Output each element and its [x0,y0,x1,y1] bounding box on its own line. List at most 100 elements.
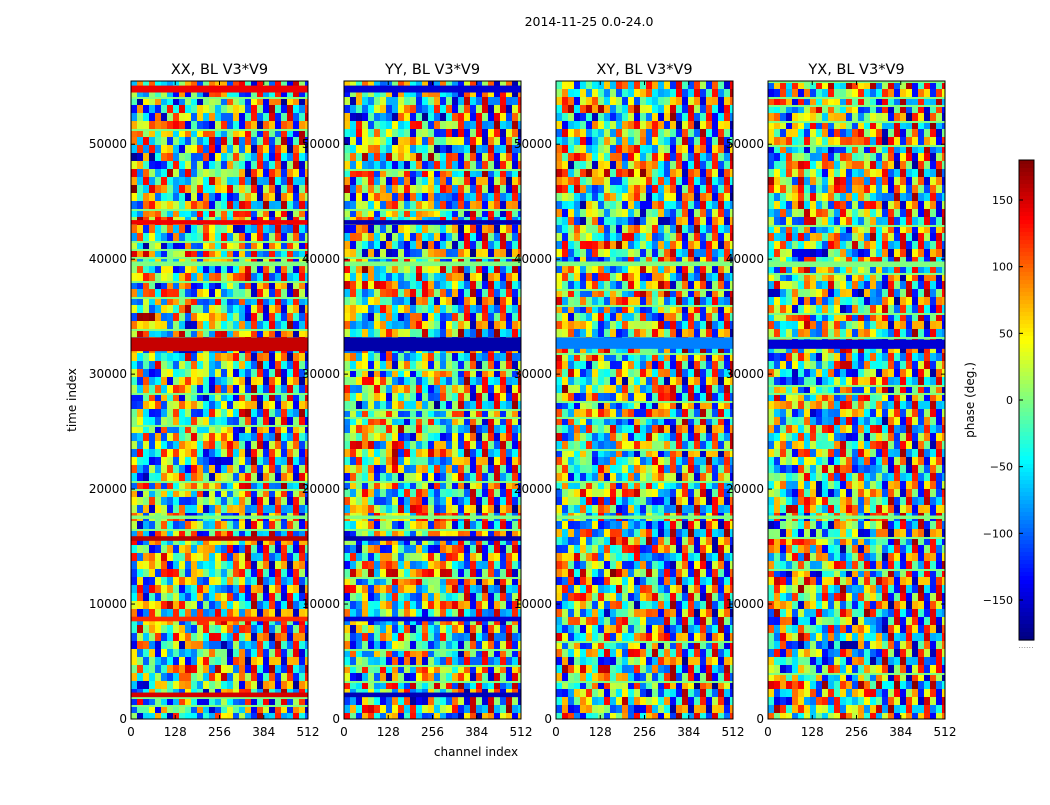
colorbar-footer: ...... [1018,641,1033,650]
colorbar-segment [1019,484,1034,489]
colorbar-segment [1019,612,1034,617]
flagged-band [131,220,308,225]
panel-title: XY, BL V3*V9 [596,62,692,78]
y-tick-label: 20000 [89,482,127,496]
y-tick-label: 40000 [514,252,552,266]
colorbar-segment [1019,328,1034,333]
flagged-band [768,340,945,349]
x-tick-label: 512 [510,725,533,739]
flagged-band [344,536,521,541]
colorbar-segment [1019,228,1034,233]
x-tick-label: 128 [589,725,612,739]
x-tick-label: 384 [889,725,912,739]
colorbar-segment [1019,212,1034,217]
y-tick-label: 20000 [302,482,340,496]
x-tick-label: 128 [164,725,187,739]
x-tick-label: 256 [208,725,231,739]
colorbar-segment [1019,536,1034,541]
colorbar-segment [1019,608,1034,613]
x-tick-label: 512 [722,725,745,739]
y-tick-label: 0 [332,712,340,726]
colorbar-segment [1019,216,1034,221]
flagged-band [556,516,733,519]
colorbar-segment [1019,528,1034,533]
x-tick-label: 256 [633,725,656,739]
colorbar-segment [1019,580,1034,585]
colorbar-segment [1019,504,1034,509]
colorbar-segment [1019,444,1034,449]
colorbar-segment [1019,512,1034,517]
colorbar-segment [1019,352,1034,357]
flagged-band [768,516,945,519]
colorbar-segment [1019,304,1034,309]
colorbar-segment [1019,480,1034,485]
x-tick-label: 0 [764,725,772,739]
x-tick-label: 0 [340,725,348,739]
flagged-band [344,261,521,266]
colorbar-segment [1019,232,1034,237]
flagged-band [131,337,308,351]
y-tick-label: 40000 [89,252,127,266]
y-axis-label: time index [65,368,79,432]
colorbar-tick-label: 0 [1006,394,1013,407]
y-tick-label: 50000 [726,137,764,151]
y-tick-label: 50000 [89,137,127,151]
colorbar-segment [1019,164,1034,169]
colorbar-segment [1019,344,1034,349]
flagged-band [131,693,308,698]
colorbar-segment [1019,224,1034,229]
colorbar-segment [1019,288,1034,293]
colorbar-segment [1019,556,1034,561]
colorbar-segment [1019,632,1034,637]
colorbar-segment [1019,460,1034,465]
colorbar-segment [1019,184,1034,189]
colorbar-segment [1019,584,1034,589]
x-tick-label: 128 [377,725,400,739]
colorbar-segment [1019,236,1034,241]
colorbar-segment [1019,592,1034,597]
colorbar-segment [1019,520,1034,525]
colorbar-segment [1019,616,1034,621]
y-tick-label: 30000 [514,367,552,381]
y-tick-label: 20000 [726,482,764,496]
panel-title: YY, BL V3*V9 [384,62,480,78]
colorbar-tick-label: −150 [983,594,1013,607]
colorbar-segment [1019,532,1034,537]
colorbar-segment [1019,452,1034,457]
x-tick-label: 384 [465,725,488,739]
heatmap-image [131,81,311,721]
x-tick-label: 0 [552,725,560,739]
flagged-band [556,337,733,348]
y-tick-label: 50000 [514,137,552,151]
heatmap-image [344,81,524,721]
colorbar-segment [1019,276,1034,281]
flagged-band [131,261,308,266]
flagged-band [131,86,308,93]
colorbar-segment [1019,268,1034,273]
flagged-band [344,617,521,622]
x-tick-label: 512 [297,725,320,739]
colorbar-segment [1019,192,1034,197]
colorbar-segment [1019,496,1034,501]
colorbar-label: phase (deg.) [963,362,977,438]
colorbar-segment [1019,368,1034,373]
colorbar-segment [1019,272,1034,277]
colorbar-segment [1019,476,1034,481]
colorbar-segment [1019,600,1034,605]
colorbar-segment [1019,400,1034,405]
colorbar-segment [1019,472,1034,477]
colorbar-segment [1019,408,1034,413]
panel-title: YX, BL V3*V9 [807,62,904,78]
colorbar-segment [1019,568,1034,573]
colorbar-segment [1019,436,1034,441]
colorbar-tick-label: 50 [999,327,1013,340]
flagged-band [344,516,521,519]
colorbar-segment [1019,376,1034,381]
figure-title: 2014-11-25 0.0-24.0 [525,14,654,29]
colorbar-segment [1019,292,1034,297]
y-tick-label: 30000 [726,367,764,381]
colorbar-segment [1019,416,1034,421]
